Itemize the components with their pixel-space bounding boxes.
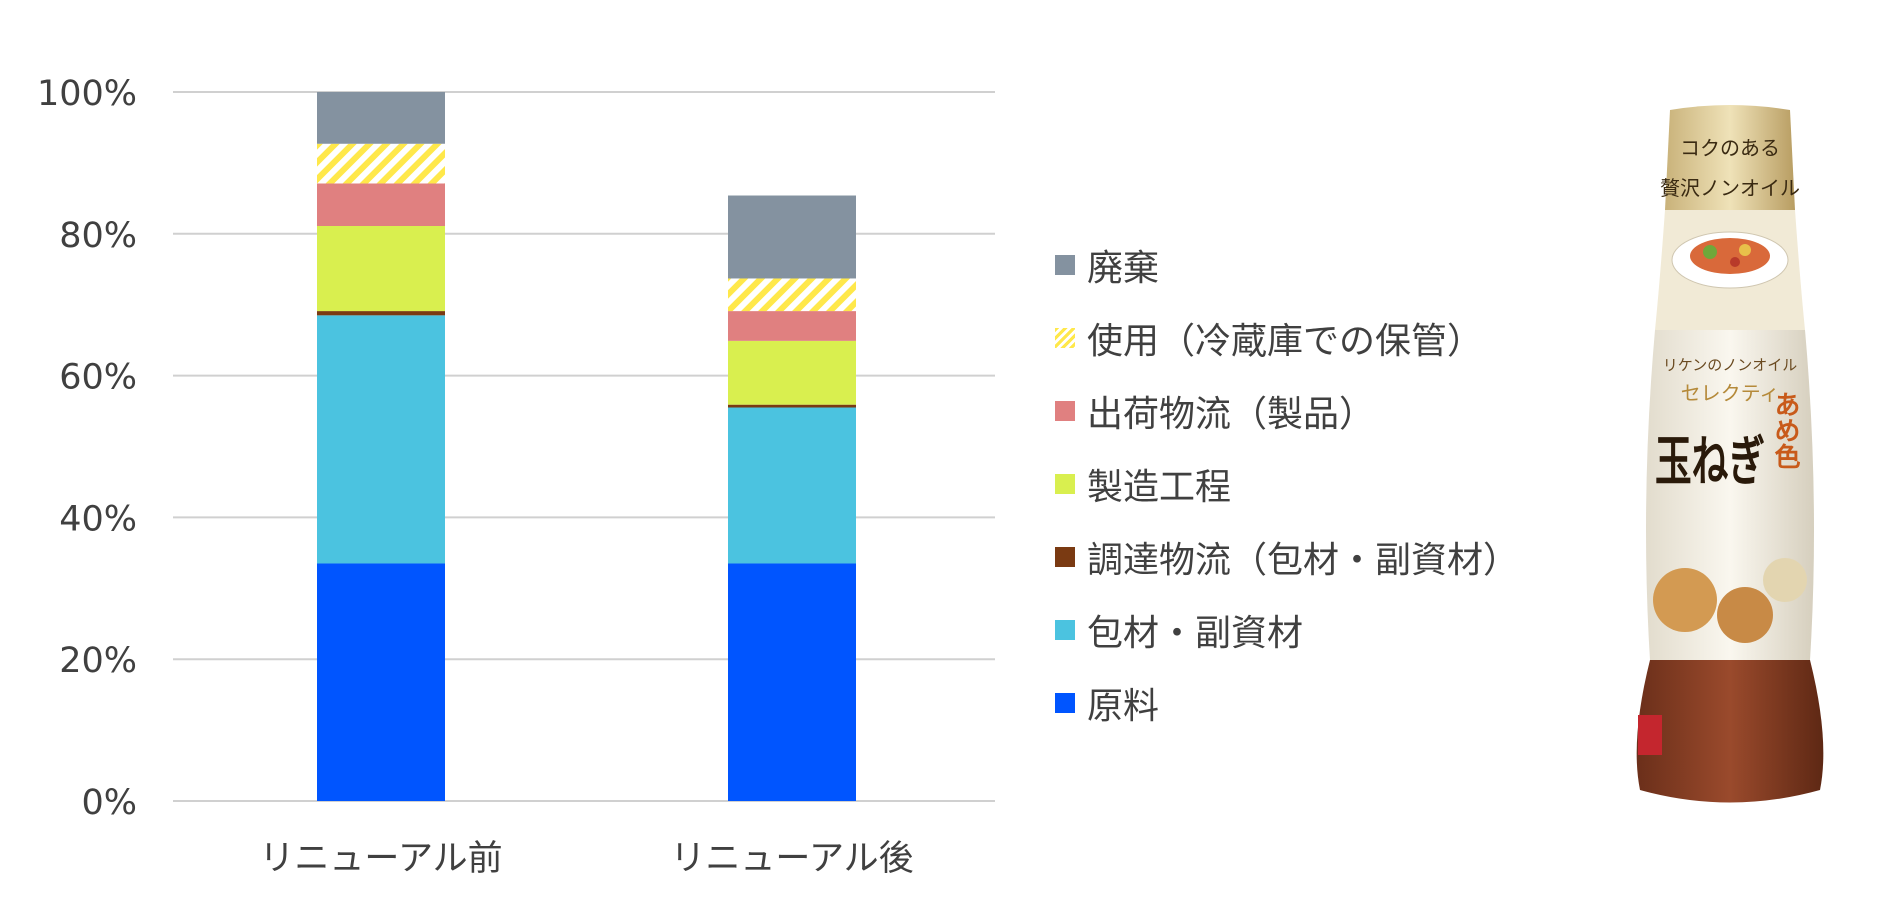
bar-segment [317, 92, 445, 144]
bar-segment [728, 311, 856, 341]
gridlines [173, 91, 995, 802]
legend-swatch [1055, 327, 1075, 348]
y-axis-tick-labels: 0% 20% 40% 60% 80% 100% [37, 74, 137, 823]
cap-text-1: コクのある [1680, 136, 1780, 160]
legend-item: 原料 [1055, 666, 1519, 739]
bar-segment [317, 183, 445, 227]
bar-segment [317, 311, 445, 316]
sub-brand: セレクティ [1681, 381, 1780, 405]
bar-segment [317, 315, 445, 564]
cap-text-2: 贅沢ノンオイル [1660, 176, 1800, 200]
brand-line: リケンのノンオイル [1663, 356, 1798, 374]
legend-label: 調達物流（包材・副資材） [1087, 539, 1520, 581]
legend-swatch [1055, 254, 1075, 275]
legend-label: 包材・副資材 [1087, 612, 1304, 654]
chart-legend: 廃棄使用（冷蔵庫での保管） 出荷物流（製品） 製造工程調達物流（包材・副資材） 包材・… [1055, 228, 1519, 739]
y-tick-label: 80% [59, 216, 137, 256]
x-axis-category-labels: リニューアル前 リニューアル後 [259, 839, 913, 879]
y-tick-label: 40% [59, 499, 137, 539]
y-tick-label: 0% [81, 783, 137, 823]
product-name-main: 玉ねぎ [1655, 429, 1765, 493]
legend-swatch [1055, 546, 1075, 567]
x-category-label: リニューアル後 [670, 839, 913, 879]
legend-item: 出荷物流（製品） [1055, 374, 1519, 447]
y-tick-label: 60% [59, 358, 137, 398]
legend-label: 原料 [1087, 685, 1160, 727]
legend-swatch [1055, 400, 1075, 421]
legend-item: 製造工程 [1055, 447, 1519, 520]
dressing-bottle-product-image: コクのある 贅沢ノンオイル リケンのノンオイル セレクティ 玉ねぎ あめ色 [1636, 105, 1824, 803]
bar-segment [728, 195, 856, 279]
bar-segment [728, 340, 856, 405]
bar-segment [317, 143, 445, 184]
bar-stacks [317, 92, 856, 801]
legend-label: 廃棄 [1087, 247, 1160, 289]
legend-swatch [1055, 692, 1075, 713]
bar-segment [728, 278, 856, 312]
legend-swatch [1055, 473, 1075, 494]
stacked-bar-chart: 0% 20% 40% 60% 80% 100% リニューアル前 リニューアル後 [37, 74, 995, 879]
legend-label: 使用（冷蔵庫での保管） [1087, 320, 1484, 362]
legend-item: 使用（冷蔵庫での保管） [1055, 301, 1519, 374]
legend-label: 出荷物流（製品） [1087, 393, 1376, 435]
y-tick-label: 20% [59, 641, 137, 681]
legend-item: 調達物流（包材・副資材） [1055, 520, 1519, 593]
legend-swatch [1055, 619, 1075, 640]
x-category-label: リニューアル前 [259, 839, 502, 879]
legend-item: 廃棄 [1055, 228, 1519, 301]
bar-segment [317, 226, 445, 312]
bar-segment [728, 563, 856, 801]
bar-segment [317, 563, 445, 801]
legend-item: 包材・副資材 [1055, 593, 1519, 666]
product-name-side: あめ色 [1770, 391, 1800, 469]
bar-segment [728, 407, 856, 564]
y-tick-label: 100% [37, 74, 137, 114]
bar-segment [728, 404, 856, 408]
legend-label: 製造工程 [1087, 466, 1232, 508]
